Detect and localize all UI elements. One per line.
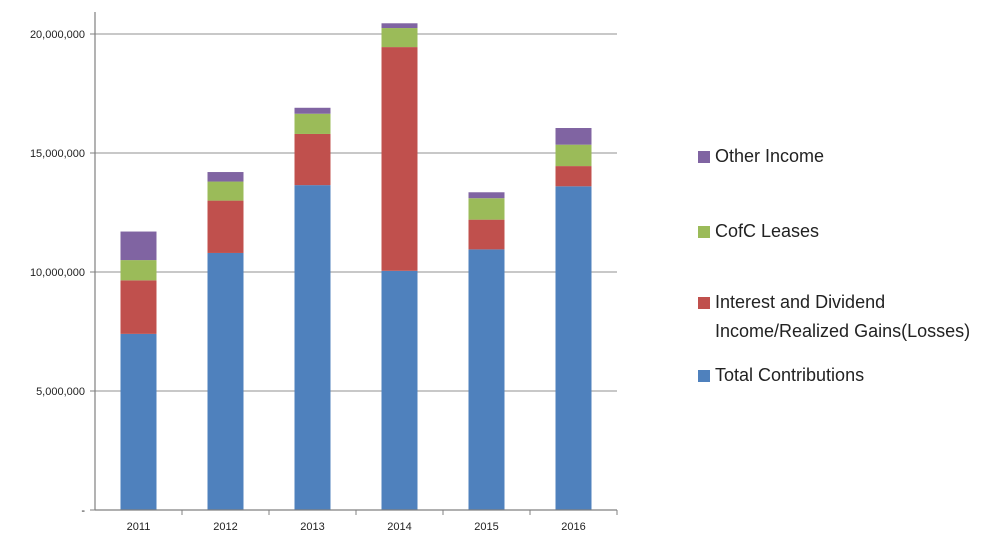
legend: Other Income CofC Leases Interest and Divi… [698, 146, 970, 385]
bar-segment-cofc-leases-2016 [555, 144, 592, 167]
bar-segment-other-income-2015 [468, 192, 505, 199]
gridlines [95, 33, 617, 392]
bar-segment-other-income-2011 [120, 231, 157, 261]
axes: - 5,000,000 10,000,000 15,000,000 20,000,000… [30, 12, 618, 533]
x-tick-label: 2012 [213, 521, 237, 533]
bar-segment-other-income-2013 [294, 107, 331, 114]
x-tick-label: 2013 [300, 521, 324, 533]
bar-segment-total-contributions-2014 [381, 270, 418, 510]
legend-swatch [698, 151, 710, 163]
y-tick-label: - [81, 505, 85, 517]
legend-swatch [698, 226, 710, 238]
bar-segment-interest-and-dividend-income-realized-gains-losses-2014 [381, 47, 418, 271]
bar-segment-interest-and-dividend-income-realized-gains-losses-2016 [555, 166, 592, 187]
legend-label: CofC Leases [715, 221, 819, 241]
y-tick-label: 20,000,000 [30, 29, 85, 41]
bar-segment-interest-and-dividend-income-realized-gains-losses-2015 [468, 219, 505, 250]
x-tick-label: 2011 [127, 521, 151, 533]
x-tick-label: 2014 [387, 521, 411, 533]
legend-label: Interest and Dividend [715, 292, 885, 312]
legend-label: Income/Realized Gains(Losses) [715, 321, 970, 341]
y-tick-label: 15,000,000 [30, 148, 85, 160]
bar-segment-other-income-2016 [555, 128, 592, 145]
x-tick-label: 2015 [474, 521, 498, 533]
bar-segment-other-income-2014 [381, 23, 418, 29]
bar-segment-cofc-leases-2013 [294, 113, 331, 134]
bar-segment-total-contributions-2011 [120, 333, 157, 510]
x-tick-label: 2016 [561, 521, 585, 533]
bar-segment-cofc-leases-2015 [468, 198, 505, 220]
bar-segment-interest-and-dividend-income-realized-gains-losses-2011 [120, 280, 157, 334]
bar-segment-other-income-2012 [207, 172, 244, 182]
bar-segment-cofc-leases-2011 [120, 260, 157, 281]
legend-swatch [698, 297, 710, 309]
bar-segment-total-contributions-2013 [294, 185, 331, 510]
bar-segment-cofc-leases-2014 [381, 28, 418, 48]
bar-segment-interest-and-dividend-income-realized-gains-losses-2013 [294, 133, 331, 186]
bar-segment-total-contributions-2016 [555, 186, 592, 510]
legend-label: Other Income [715, 146, 824, 166]
y-tick-label: 5,000,000 [36, 386, 85, 398]
bar-segment-interest-and-dividend-income-realized-gains-losses-2012 [207, 200, 244, 253]
legend-swatch [698, 370, 710, 382]
bar-segment-cofc-leases-2012 [207, 181, 244, 201]
y-tick-label: 10,000,000 [30, 267, 85, 279]
bar-segment-total-contributions-2012 [207, 252, 244, 510]
bar-segment-total-contributions-2015 [468, 249, 505, 510]
bars [120, 23, 592, 510]
legend-label: Total Contributions [715, 365, 864, 385]
